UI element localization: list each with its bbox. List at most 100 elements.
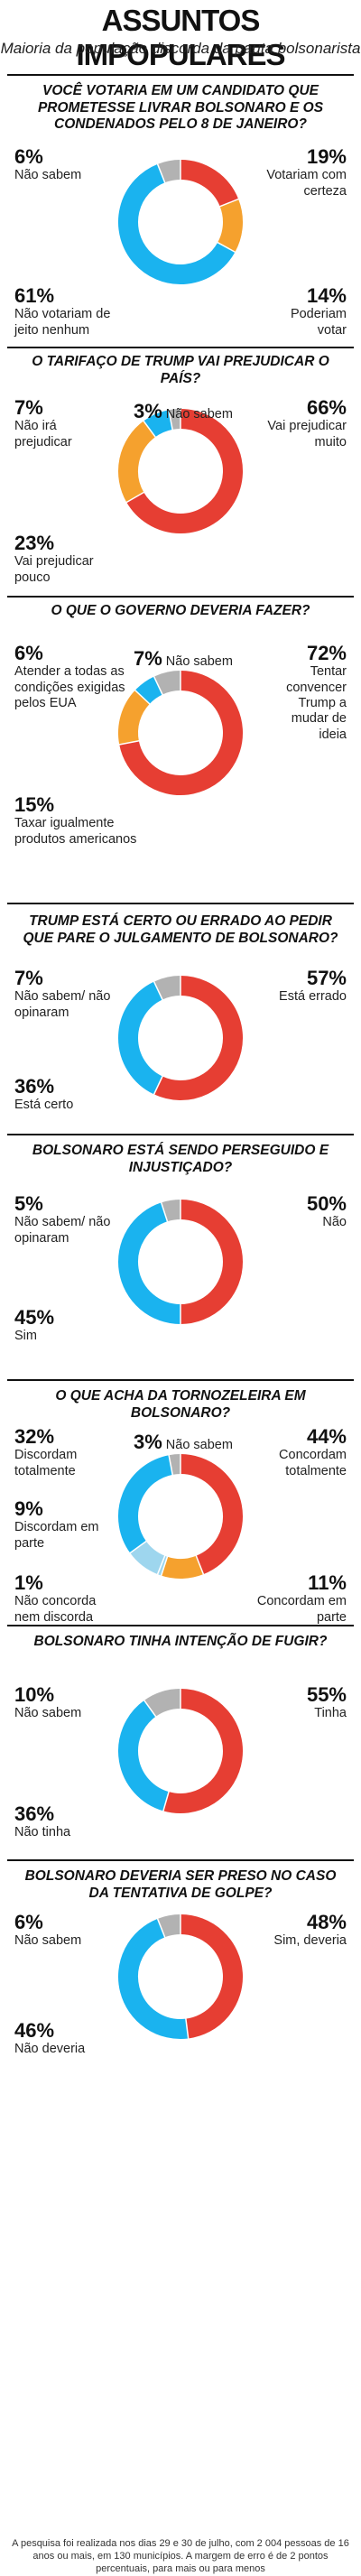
donut-slice	[143, 410, 173, 438]
text: Está certo	[14, 1098, 74, 1113]
chart-title: TRUMP ESTÁ CERTO OU ERRADO AO PEDIR QUE …	[23, 913, 338, 946]
donut-slice	[161, 1555, 204, 1579]
pct: 46%	[14, 2019, 55, 2042]
pct: 48%	[306, 1911, 347, 1933]
text: Concordam totalmente	[279, 1448, 347, 1478]
chart-title: BOLSONARO DEVERIA SER PRESO NO CASO DA T…	[24, 1868, 337, 1901]
label-nao-sabem: 6% Não sabem	[14, 1911, 105, 1950]
pct: 1%	[14, 1571, 43, 1594]
chart-title: VOCÊ VOTARIA EM UM CANDIDATO QUE PROMETE…	[37, 83, 324, 133]
pct: 57%	[306, 967, 347, 989]
text: Não sabem	[165, 1438, 233, 1452]
donut-slice	[180, 1914, 243, 2039]
donut-slice	[180, 160, 239, 208]
section-divider	[7, 1134, 354, 1135]
label-taxar-produtos: 15% Taxar igualmente produtos americanos	[14, 793, 150, 848]
donut-slice	[118, 981, 163, 1095]
text: Tinha	[314, 1706, 347, 1721]
donut-slice	[118, 690, 151, 745]
pct: 6%	[14, 1911, 43, 1933]
pct: 44%	[306, 1425, 347, 1448]
donut-slice	[118, 1202, 181, 1324]
chart-title: BOLSONARO TINHA INTENÇÃO DE FUGIR?	[33, 1634, 328, 1649]
section-divider	[7, 1859, 354, 1861]
label-discordam-em-parte: 9% Discordam em parte	[14, 1497, 105, 1552]
pct: 11%	[308, 1571, 347, 1594]
label-nao-sabem: 6% Não sabem	[14, 145, 132, 184]
pct: 61%	[14, 284, 55, 307]
slice-separator	[153, 980, 164, 1001]
text: Sim, deveria	[273, 1933, 347, 1949]
text: Não deveria	[14, 2042, 86, 2057]
label-nao-sabem: 7% Não sabem/ não opinaram	[14, 967, 114, 1021]
slice-separator	[153, 675, 164, 696]
slice-separator	[185, 2017, 190, 2040]
slice-separator	[160, 1555, 169, 1577]
section-divider	[7, 596, 354, 598]
label-nao-ira-prejudicar: 7% Não irá prejudicar	[14, 396, 105, 450]
label-sim: 45% Sim	[14, 1306, 87, 1345]
donut-slice	[157, 1914, 181, 1938]
text: Vai prejudicar muito	[267, 419, 347, 449]
slice-separator	[168, 409, 174, 431]
pct: 23%	[14, 532, 55, 554]
page-subtitle: Maioria da população discorda da pauta b…	[0, 40, 361, 57]
text: Poderiam votar	[290, 307, 347, 338]
donut-slice	[180, 1454, 243, 1575]
slice-separator	[125, 491, 145, 504]
pct: 32%	[14, 1425, 55, 1448]
pct: 55%	[306, 1683, 347, 1706]
slice-separator	[156, 1917, 166, 1939]
slice-separator	[218, 198, 240, 208]
donut-slice	[153, 671, 181, 695]
slice-separator	[162, 1791, 171, 1812]
donut-slice	[118, 1918, 189, 2039]
text: Não sabem/ não opinaram	[14, 1215, 111, 1246]
label-nao-sabem: 3% Não sabem	[134, 400, 251, 422]
pct: 72%	[306, 642, 347, 664]
chart-title: BOLSONARO ESTÁ SENDO PERSEGUIDO E INJUST…	[32, 1143, 329, 1175]
donut-slice	[118, 163, 236, 284]
text: Discordam totalmente	[14, 1448, 78, 1478]
pct: 9%	[14, 1497, 43, 1520]
pct: 5%	[14, 1192, 43, 1215]
label-concordam-totalmente: 44% Concordam totalmente	[256, 1425, 347, 1479]
label-tinha: 55% Tinha	[274, 1683, 347, 1722]
label-atender-condicoes: 6% Atender a todas as condições exigidas …	[14, 642, 127, 711]
pct: 50%	[306, 1192, 347, 1215]
pct: 7%	[14, 396, 43, 419]
label-esta-errado: 57% Está errado	[256, 967, 347, 1005]
pct: 19%	[306, 145, 347, 168]
text: Taxar igualmente produtos americanos	[14, 816, 137, 847]
text: Não sabem/ não opinaram	[14, 989, 111, 1020]
label-tentar-convencer: 72% Tentar convencer Trump a mudar de ide…	[274, 642, 347, 743]
slice-separator	[156, 1554, 166, 1576]
donut-slice	[153, 976, 243, 1100]
slice-separator	[216, 241, 236, 254]
pct: 36%	[14, 1075, 55, 1098]
chart-title: O TARIFAÇO DE TRUMP VAI PREJUDICAR O PAÍ…	[32, 354, 329, 386]
label-nao-deveria: 46% Não deveria	[14, 2019, 105, 2058]
pct: 3%	[134, 400, 162, 422]
section-divider	[7, 903, 354, 904]
label-nao-concorda: 1% Não concorda nem discorda	[14, 1571, 114, 1626]
text: Concordam em parte	[256, 1594, 347, 1625]
text: Não sabem	[165, 407, 233, 422]
slice-separator	[195, 1554, 205, 1576]
label-concordam-em-parte: 11% Concordam em parte	[247, 1571, 347, 1626]
section-divider	[7, 347, 354, 348]
pct: 10%	[14, 1683, 55, 1706]
donut-slice	[119, 671, 243, 795]
text: Não irá prejudicar	[14, 419, 72, 449]
text: Discordam em parte	[14, 1520, 99, 1551]
text: Não sabem	[14, 1933, 82, 1949]
footnote: A pesquisa foi realizada nos dias 29 e 3…	[12, 2538, 349, 2574]
text: Está errado	[279, 989, 347, 1005]
pct: 7%	[14, 967, 43, 989]
text: Sim	[14, 1329, 37, 1344]
